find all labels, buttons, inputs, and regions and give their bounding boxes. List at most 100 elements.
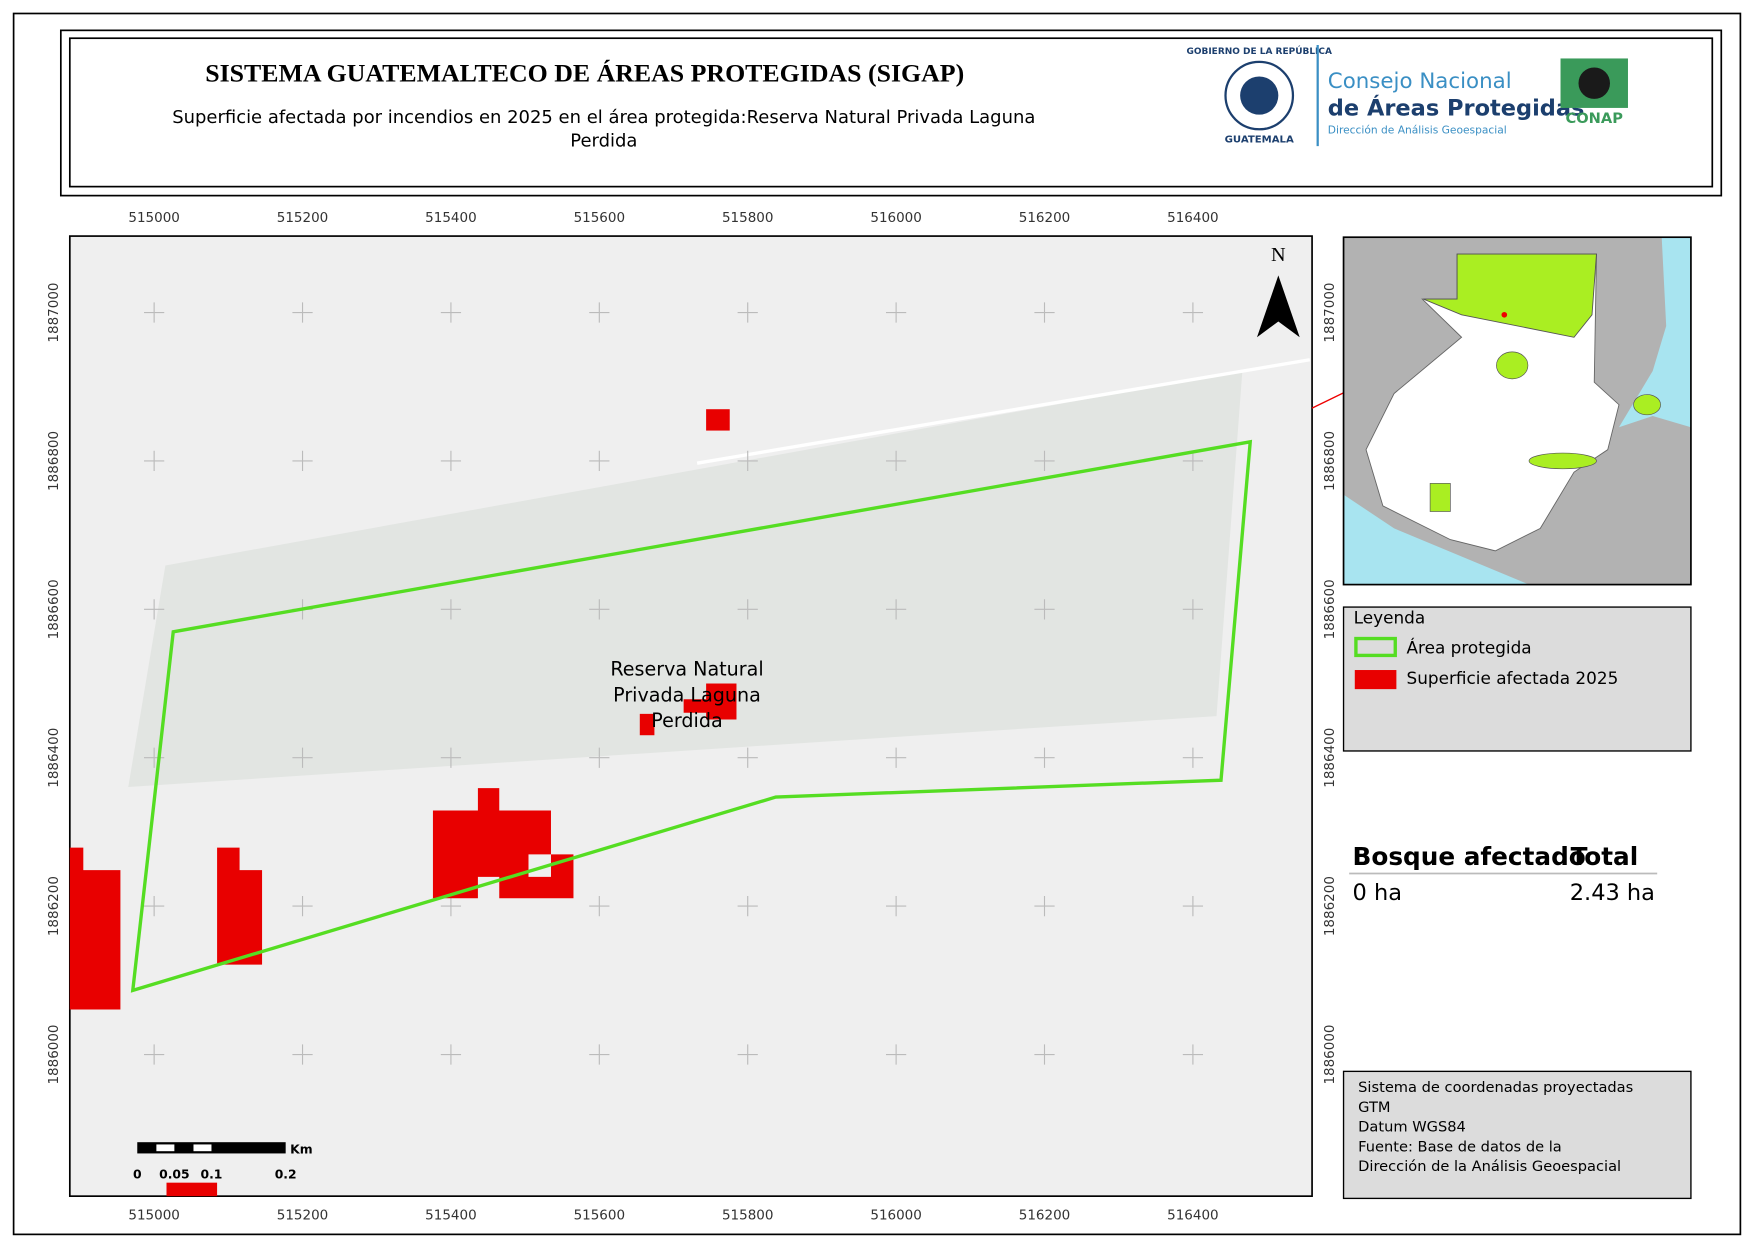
graticule-cross (1182, 599, 1204, 620)
x-coordinate-label: 516400 (1167, 1207, 1218, 1223)
y-coordinate-label: 1886200 (46, 876, 62, 936)
summary-header: Total (1571, 842, 1639, 871)
graticule-cross (440, 302, 462, 323)
subtitle: Perdida (570, 131, 637, 152)
affected-area (69, 847, 121, 1010)
inset-protected (1496, 351, 1529, 380)
graticule-cross (144, 599, 165, 620)
graticule-cross (440, 747, 462, 768)
scale-segment (156, 1144, 175, 1152)
x-coordinate-label: 515000 (128, 1207, 179, 1223)
note-line: Datum WGS84 (1358, 1119, 1466, 1136)
x-coordinate-label: 515400 (425, 210, 476, 226)
x-coordinate-label: 516000 (870, 1207, 921, 1223)
subtitle: Superficie afectada por incendios en 202… (172, 107, 1035, 128)
graticule-cross (589, 450, 610, 472)
graticule-cross (1034, 895, 1055, 917)
scale-bar (137, 1142, 286, 1154)
area-label: Perdida (651, 709, 722, 732)
road (696, 358, 1311, 465)
inset-frame (1342, 236, 1692, 586)
inset-protected (1423, 253, 1597, 338)
x-coordinate-label: 515200 (277, 210, 328, 226)
graticule-cross (440, 1044, 462, 1065)
summary-value: 0 ha (1353, 880, 1402, 906)
page-border (12, 12, 1742, 1236)
inset-protected (1429, 483, 1451, 512)
legend-swatch (1354, 636, 1397, 658)
legend-title: Leyenda (1354, 607, 1426, 627)
graticule-cross (885, 895, 907, 917)
affected-area (166, 1182, 218, 1197)
y-coordinate-label: 1886600 (46, 579, 62, 639)
graticule-cross (1034, 302, 1055, 323)
graticule-cross (885, 302, 907, 323)
graticule-cross (1182, 302, 1204, 323)
graticule-cross (589, 599, 610, 620)
graticule-cross (144, 895, 165, 917)
conap-text: CONAP (1566, 110, 1624, 127)
y-coordinate-label: 1886200 (1322, 876, 1338, 936)
affected-area (683, 699, 709, 713)
legend-label: Superficie afectada 2025 (1407, 668, 1619, 688)
conap-emblem (1578, 67, 1610, 99)
graticule-cross (737, 450, 758, 472)
graticule-cross (885, 599, 907, 620)
scale-segment (193, 1144, 212, 1152)
graticule-cross (440, 599, 462, 620)
header-frame (59, 29, 1723, 197)
graticule-cross (292, 302, 313, 323)
graticule-cross (1034, 747, 1055, 768)
affected-area (432, 788, 574, 899)
summary-value: 2.43 ha (1570, 880, 1655, 906)
north-label: N (1271, 244, 1286, 266)
graticule-cross (885, 450, 907, 472)
graticule-cross (885, 747, 907, 768)
graticule-cross (589, 302, 610, 323)
y-coordinate-label: 1886400 (1322, 728, 1338, 788)
graticule-cross (1182, 450, 1204, 472)
council-name: de Áreas Protegidas (1328, 94, 1585, 122)
graticule-cross (1034, 599, 1055, 620)
council-subtitle: Dirección de Análisis Geoespacial (1328, 123, 1507, 136)
inset-protected (1528, 452, 1597, 470)
inset-map (1342, 236, 1692, 586)
inset-protected (1633, 394, 1661, 416)
graticule-cross (292, 747, 313, 768)
x-coordinate-label: 516400 (1167, 210, 1218, 226)
graticule-cross (589, 895, 610, 917)
notes-box (1342, 1070, 1692, 1200)
x-coordinate-label: 516000 (870, 210, 921, 226)
inset-water (1343, 494, 1530, 585)
y-coordinate-label: 1886800 (1322, 431, 1338, 491)
graticule-cross (885, 1044, 907, 1065)
seal-text: GOBIERNO DE LA REPÚBLICA (1186, 45, 1332, 57)
x-coordinate-label: 515000 (128, 210, 179, 226)
graticule-cross (1182, 1044, 1204, 1065)
scale-label: 0 (133, 1167, 142, 1181)
graticule-cross (737, 302, 758, 323)
note-line: Sistema de coordenadas proyectadas (1358, 1079, 1633, 1096)
graticule-cross (737, 599, 758, 620)
x-coordinate-label: 515400 (425, 1207, 476, 1223)
graticule-cross (737, 747, 758, 768)
y-coordinate-label: 1886000 (1322, 1024, 1338, 1084)
inset-water (1618, 237, 1691, 428)
scale-label: 0.1 (201, 1167, 223, 1181)
y-coordinate-label: 1887000 (46, 282, 62, 342)
graticule-cross (440, 895, 462, 917)
seal-text: GUATEMALA (1225, 134, 1294, 145)
protected-area-boundary (130, 439, 1253, 993)
x-coordinate-label: 516200 (1019, 210, 1070, 226)
north-arrow (1256, 275, 1300, 338)
graticule-cross (440, 450, 462, 472)
graticule-cross (144, 450, 165, 472)
graticule-cross (589, 747, 610, 768)
graticule-cross (292, 1044, 313, 1065)
affected-area (639, 713, 655, 736)
title: SISTEMA GUATEMALTECO DE ÁREAS PROTEGIDAS… (205, 58, 964, 87)
graticule-cross (144, 747, 165, 768)
y-coordinate-label: 1887000 (1322, 282, 1338, 342)
graticule-cross (1034, 450, 1055, 472)
inset-location (1501, 311, 1508, 318)
